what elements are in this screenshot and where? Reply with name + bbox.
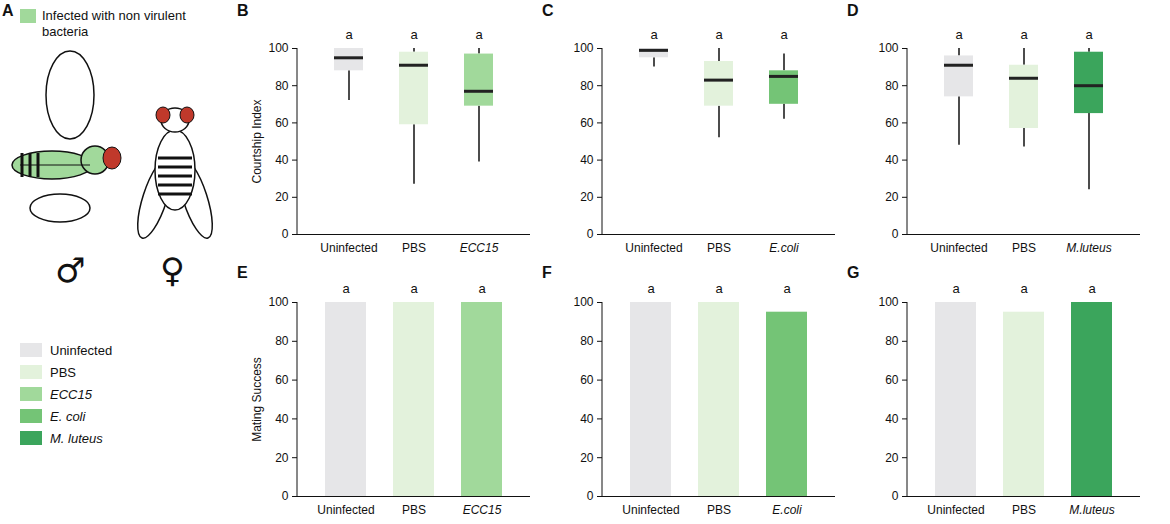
svg-text:20: 20 [885,451,899,465]
svg-text:0: 0 [892,227,899,241]
svg-text:80: 80 [885,79,899,93]
svg-text:100: 100 [878,295,898,309]
svg-text:PBS: PBS [402,241,426,255]
svg-text:100: 100 [878,41,898,55]
svg-text:a: a [1020,281,1028,296]
svg-text:60: 60 [885,116,899,130]
html-text:E: E [237,264,248,281]
svg-text:a: a [478,281,486,296]
svg-text:20: 20 [580,190,594,204]
svg-text:80: 80 [275,79,289,93]
svg-text:40: 40 [885,153,899,167]
svg-text:a: a [1088,281,1096,296]
svg-text:Uninfected: Uninfected [622,503,679,517]
svg-text:40: 40 [275,412,289,426]
svg-text:60: 60 [580,373,594,387]
svg-text:ECC15: ECC15 [463,503,502,517]
svg-text:Mating Success: Mating Success [250,357,264,442]
html-text:E. coli: E. coli [50,408,86,424]
html-text:Infected with non virulent bac: Infected with non virulent bacteria [42,8,186,39]
svg-text:40: 40 [580,153,594,167]
svg-text:a: a [650,27,658,42]
html-text:Uninfected: Uninfected [50,342,113,358]
svg-text:100: 100 [573,41,593,55]
html-text:ECC15: ECC15 [50,386,92,402]
svg-text:20: 20 [885,190,899,204]
html-text:A: A [2,2,14,19]
html-text:D: D [847,2,859,19]
svg-text:a: a [410,27,418,42]
svg-text:Uninfected: Uninfected [625,241,682,255]
svg-text:a: a [1020,27,1028,42]
html-text:F: F [542,264,552,281]
svg-text:a: a [647,281,655,296]
svg-text:60: 60 [885,373,899,387]
svg-text:60: 60 [580,116,594,130]
svg-text:0: 0 [282,489,289,503]
svg-text:40: 40 [275,153,289,167]
html-text:C: C [542,2,554,19]
svg-text:100: 100 [268,295,288,309]
svg-text:Uninfected: Uninfected [927,503,984,517]
svg-text:ECC15: ECC15 [460,241,499,255]
svg-text:Courtship Index: Courtship Index [250,99,264,183]
svg-text:a: a [342,281,350,296]
svg-text:M.luteus: M.luteus [1066,241,1111,255]
svg-text:a: a [783,281,791,296]
svg-text:0: 0 [892,489,899,503]
svg-text:40: 40 [885,412,899,426]
svg-text:0: 0 [587,489,594,503]
svg-text:a: a [780,27,788,42]
svg-text:0: 0 [282,227,289,241]
svg-text:20: 20 [275,451,289,465]
svg-text:a: a [345,27,353,42]
svg-text:80: 80 [275,334,289,348]
svg-text:PBS: PBS [402,503,426,517]
svg-text:80: 80 [885,334,899,348]
html-text:M. luteus: M. luteus [50,430,103,446]
svg-text:M.luteus: M.luteus [1069,503,1114,517]
svg-text:20: 20 [580,451,594,465]
html-text:PBS: PBS [50,364,76,380]
svg-text:a: a [715,281,723,296]
svg-text:a: a [715,27,723,42]
svg-text:80: 80 [580,79,594,93]
svg-text:E.coli: E.coli [769,241,799,255]
svg-text:PBS: PBS [1012,241,1036,255]
svg-text:Uninfected: Uninfected [930,241,987,255]
svg-text:60: 60 [275,373,289,387]
html-text:B: B [237,2,249,19]
svg-text:20: 20 [275,190,289,204]
svg-text:100: 100 [268,41,288,55]
svg-text:a: a [1085,27,1093,42]
svg-text:Uninfected: Uninfected [317,503,374,517]
svg-text:PBS: PBS [707,503,731,517]
svg-text:PBS: PBS [707,241,731,255]
svg-text:60: 60 [275,116,289,130]
svg-text:100: 100 [573,295,593,309]
html-text:G: G [847,264,860,281]
svg-text:a: a [952,281,960,296]
svg-text:PBS: PBS [1012,503,1036,517]
svg-text:a: a [955,27,963,42]
svg-text:40: 40 [580,412,594,426]
svg-text:0: 0 [587,227,594,241]
svg-text:Uninfected: Uninfected [320,241,377,255]
svg-text:E.coli: E.coli [772,503,802,517]
svg-text:a: a [475,27,483,42]
svg-text:a: a [410,281,418,296]
svg-text:80: 80 [580,334,594,348]
